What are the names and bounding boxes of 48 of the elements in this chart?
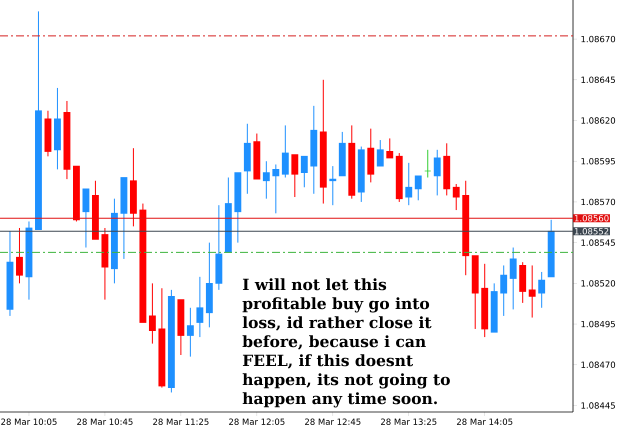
y-tick-label: 1.08645 (581, 76, 615, 84)
annotation: happen, its not going to (242, 373, 450, 388)
candlestick (405, 162, 412, 206)
x-tick-label: 28 Mar 10:05 (1, 418, 57, 425)
annotation: profitable buy go into (242, 297, 430, 312)
candlestick (528, 264, 536, 318)
x-tick-label: 28 Mar 13:25 (381, 418, 436, 425)
y-tick-label: 1.08495 (581, 320, 615, 328)
ref-line-label: 1.08552 (574, 228, 608, 234)
y-tick-label: 1.08520 (581, 280, 616, 287)
x-tick-label: 28 Mar 12:45 (305, 418, 360, 425)
x-tick-label: 28 Mar 10:45 (77, 418, 133, 425)
x-tick-label: 28 Mar 11:25 (153, 418, 209, 425)
y-tick-label: 1.08570 (581, 198, 616, 206)
candlestick (262, 160, 270, 200)
annotation: before, because i can (242, 335, 426, 350)
annotation: loss, id rather close it (242, 316, 432, 331)
y-tick-label: 1.08545 (581, 239, 615, 246)
candlestick (434, 149, 441, 196)
candlestick (82, 188, 90, 248)
x-tick-label: 28 Mar 12:05 (229, 418, 284, 425)
annotation: FEEL, if this doesnt (242, 354, 414, 369)
candlestick (538, 271, 546, 308)
y-tick-label: 1.08670 (581, 36, 616, 42)
candlestick (452, 184, 460, 211)
candlestick (424, 149, 432, 178)
candlestick (148, 282, 156, 344)
y-tick-label: 1.08620 (581, 117, 616, 124)
annotation: I will not let this (242, 278, 386, 290)
x-tick-label: 28 Mar 14:05 (456, 418, 512, 425)
candlestick (386, 138, 394, 158)
y-tick-label: 1.08595 (581, 158, 615, 164)
y-tick-label: 1.08445 (581, 402, 615, 409)
candlestick (272, 164, 280, 214)
candlestick (196, 276, 204, 338)
candlestick (510, 247, 517, 310)
candlestick (282, 124, 289, 178)
annotation: happen any time soon. (242, 392, 437, 408)
y-tick-label: 1.08470 (581, 362, 616, 368)
candlestick (414, 175, 422, 201)
candlestick (376, 140, 384, 167)
candlestick (291, 154, 298, 198)
candlestick (500, 264, 508, 316)
candlestick (16, 227, 23, 284)
candlestick (186, 307, 194, 358)
ref-line-label: 1.08560 (574, 214, 609, 222)
candlestick (300, 156, 308, 188)
candlestick (329, 166, 336, 206)
